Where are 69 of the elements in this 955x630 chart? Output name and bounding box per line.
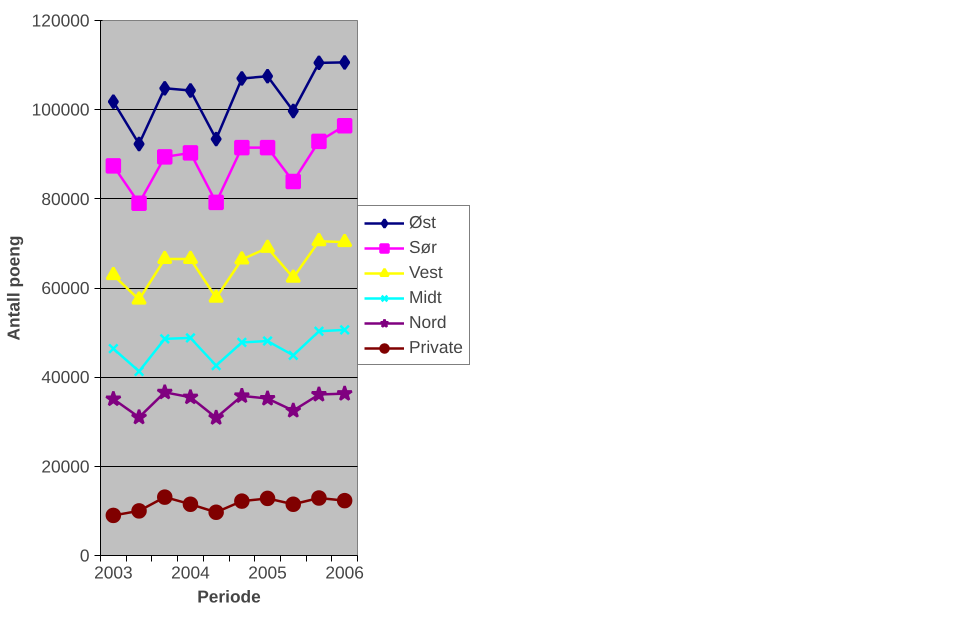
- point: [159, 333, 170, 344]
- legend-label: Sør: [409, 237, 437, 258]
- point: [133, 136, 145, 152]
- y-tick-label: 120000: [32, 10, 90, 30]
- point: [182, 496, 198, 512]
- point: [336, 492, 352, 508]
- y-tick-label: 0: [80, 546, 90, 566]
- point: [130, 408, 148, 425]
- point: [311, 134, 327, 150]
- y-tick-label: 60000: [41, 278, 90, 298]
- point: [233, 387, 250, 404]
- point: [184, 332, 196, 344]
- legend-label: Øst: [409, 212, 436, 233]
- y-axis-title: Antall poeng: [4, 236, 24, 340]
- legend-label: Midt: [409, 287, 442, 308]
- point: [286, 496, 301, 512]
- point: [108, 94, 119, 110]
- y-tick-label: 40000: [41, 367, 90, 388]
- point: [311, 490, 327, 506]
- point: [108, 343, 119, 354]
- point: [184, 82, 196, 98]
- point: [156, 384, 174, 400]
- point: [313, 326, 324, 337]
- point: [157, 149, 172, 165]
- point: [182, 145, 198, 161]
- point: [159, 80, 170, 96]
- point: [157, 489, 172, 505]
- point: [336, 384, 354, 401]
- point: [104, 390, 122, 406]
- point: [134, 366, 145, 377]
- point: [236, 70, 248, 86]
- point: [284, 402, 302, 418]
- x-tick-label: 2006: [325, 562, 364, 582]
- legend-label: Nord: [409, 312, 447, 333]
- point: [313, 55, 325, 71]
- point: [131, 196, 147, 212]
- point: [106, 508, 122, 524]
- y-tick-label: 80000: [41, 188, 90, 209]
- x-tick-label: 2004: [171, 562, 210, 582]
- legend-label: Vest: [409, 262, 443, 283]
- point: [288, 103, 299, 119]
- point: [286, 174, 301, 190]
- point: [182, 388, 199, 405]
- point: [234, 140, 250, 156]
- point: [259, 390, 276, 406]
- y-tick-label: 100000: [32, 100, 90, 120]
- point: [208, 504, 224, 520]
- point: [131, 503, 147, 519]
- x-tick-label: 2003: [94, 562, 133, 582]
- point: [260, 140, 276, 156]
- point: [210, 360, 222, 372]
- point: [106, 158, 122, 174]
- point: [262, 68, 274, 84]
- x-axis-title: Periode: [197, 586, 262, 606]
- point: [208, 408, 225, 426]
- x-tick-label: 2005: [248, 562, 287, 582]
- point: [210, 131, 222, 147]
- point: [234, 493, 250, 509]
- point: [310, 386, 328, 402]
- point: [262, 336, 274, 347]
- y-tick-label: 20000: [41, 456, 90, 476]
- point: [336, 118, 352, 134]
- legend-label: Private: [409, 337, 463, 358]
- point: [339, 54, 350, 70]
- point: [236, 336, 248, 348]
- point: [339, 324, 350, 336]
- point: [288, 350, 299, 361]
- point: [260, 490, 276, 506]
- point: [208, 194, 224, 210]
